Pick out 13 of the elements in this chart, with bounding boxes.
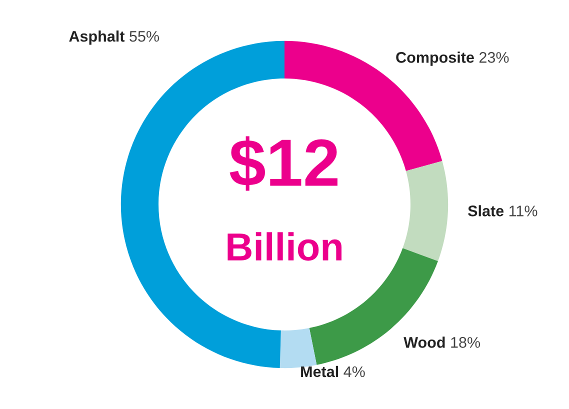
slice-label: Metal — [301, 366, 338, 378]
donut-slice — [402, 161, 448, 262]
slice-label: Slate — [468, 205, 504, 216]
data-label: 18% — [451, 337, 480, 348]
data-label: 55% — [130, 30, 160, 42]
data-label: 23% — [479, 52, 509, 63]
slice-label: Wood — [404, 336, 445, 348]
data-label: 4% — [344, 366, 365, 378]
slice-label: Composite — [396, 52, 474, 66]
data-label: 11% — [509, 206, 538, 216]
text: Billion — [228, 232, 342, 261]
text: $12 — [230, 136, 338, 191]
slice-label: Asphalt — [69, 30, 125, 45]
